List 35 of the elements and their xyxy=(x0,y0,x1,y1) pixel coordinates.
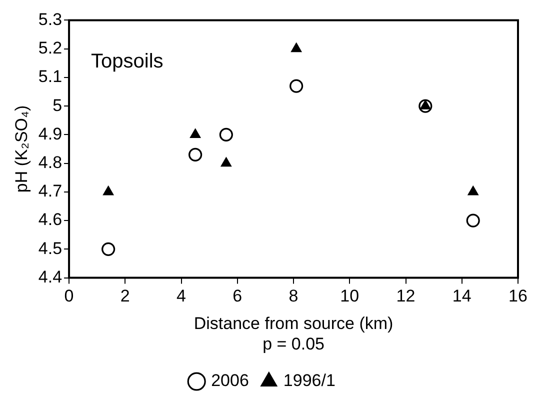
y-tick-label: 4.4 xyxy=(38,267,62,286)
y-tick-label: 5 xyxy=(52,96,62,115)
point xyxy=(102,242,116,256)
point xyxy=(188,148,202,162)
y-tick-label: 5.1 xyxy=(38,67,62,86)
point xyxy=(103,186,114,196)
annotation: Topsoils xyxy=(91,50,164,73)
point xyxy=(221,158,232,167)
x-tick-label: 8 xyxy=(288,286,298,306)
y-axis-title: pH (K₂SO₄) xyxy=(12,105,31,193)
x-tick-label: 12 xyxy=(396,286,416,306)
point xyxy=(468,186,478,196)
x-tick-label: 10 xyxy=(340,286,360,306)
point xyxy=(190,128,200,138)
y-tick-label: 4.8 xyxy=(38,153,62,172)
x-tick-label: 4 xyxy=(176,286,186,306)
point xyxy=(290,79,304,93)
x-axis-title: Distance from source (km) xyxy=(194,314,394,334)
x-tick-label: 2 xyxy=(120,286,130,306)
y-tick-label: 5.3 xyxy=(38,10,62,29)
point xyxy=(291,43,302,52)
y-tick-label: 4.9 xyxy=(38,124,62,144)
x-tick-label: 0 xyxy=(64,286,74,306)
y-tick-label: 4.7 xyxy=(38,182,62,201)
point xyxy=(466,214,480,228)
point xyxy=(219,128,233,142)
y-tick-label: 5.2 xyxy=(38,38,62,58)
x-tick-label: 16 xyxy=(508,286,528,306)
legend-label: 2006 xyxy=(211,371,249,390)
legend-label: 1996/1 xyxy=(283,371,336,390)
y-tick-label: 4.6 xyxy=(38,210,62,230)
text: p = 0.05 xyxy=(262,334,324,354)
y-tick-label: 4.5 xyxy=(38,238,62,258)
x-tick-label: 6 xyxy=(232,286,242,306)
x-tick-label: 14 xyxy=(452,286,472,306)
